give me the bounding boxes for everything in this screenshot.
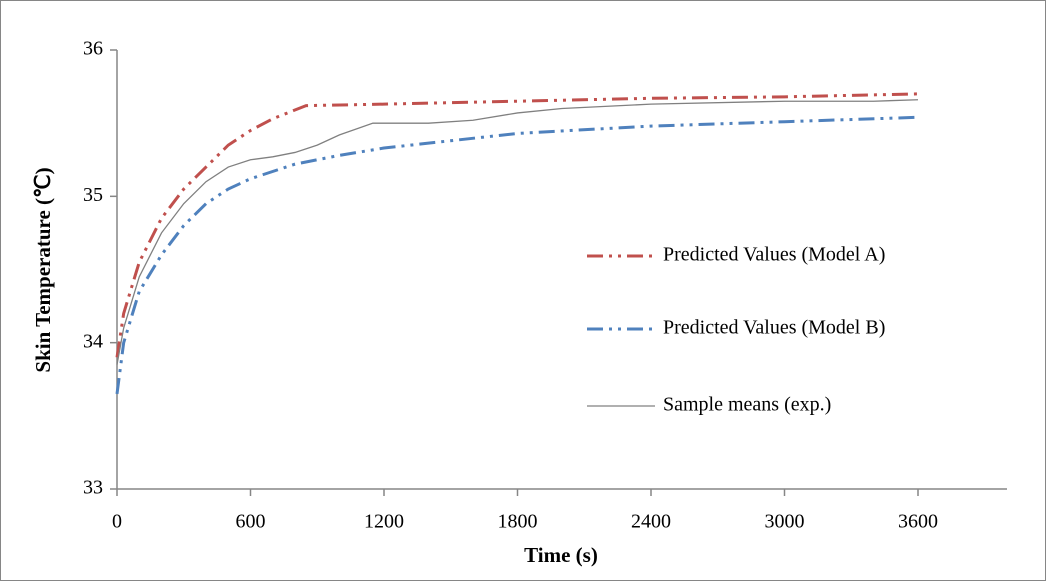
series-line xyxy=(115,92,919,358)
y-axis-title: Skin Temperature (℃) xyxy=(31,167,55,372)
legend-label: Predicted Values (Model A) xyxy=(663,244,885,266)
x-tick-label: 0 xyxy=(112,511,122,533)
x-tick-label: 3000 xyxy=(765,511,805,533)
y-tick-label: 35 xyxy=(83,184,103,206)
series-line xyxy=(116,99,919,365)
x-axis-title: Time (s) xyxy=(524,543,598,567)
x-tick-label: 600 xyxy=(236,511,266,533)
x-tick-label: 1800 xyxy=(498,511,538,533)
legend-label: Predicted Values (Model B) xyxy=(663,317,885,339)
y-tick-label: 34 xyxy=(83,330,103,352)
legend-label: Sample means (exp.) xyxy=(663,394,831,416)
x-tick-label: 3600 xyxy=(898,511,938,533)
x-tick-label: 2400 xyxy=(631,511,671,533)
y-tick-label: 36 xyxy=(83,38,103,60)
x-tick-label: 1200 xyxy=(364,511,404,533)
y-tick-label: 33 xyxy=(83,477,103,499)
